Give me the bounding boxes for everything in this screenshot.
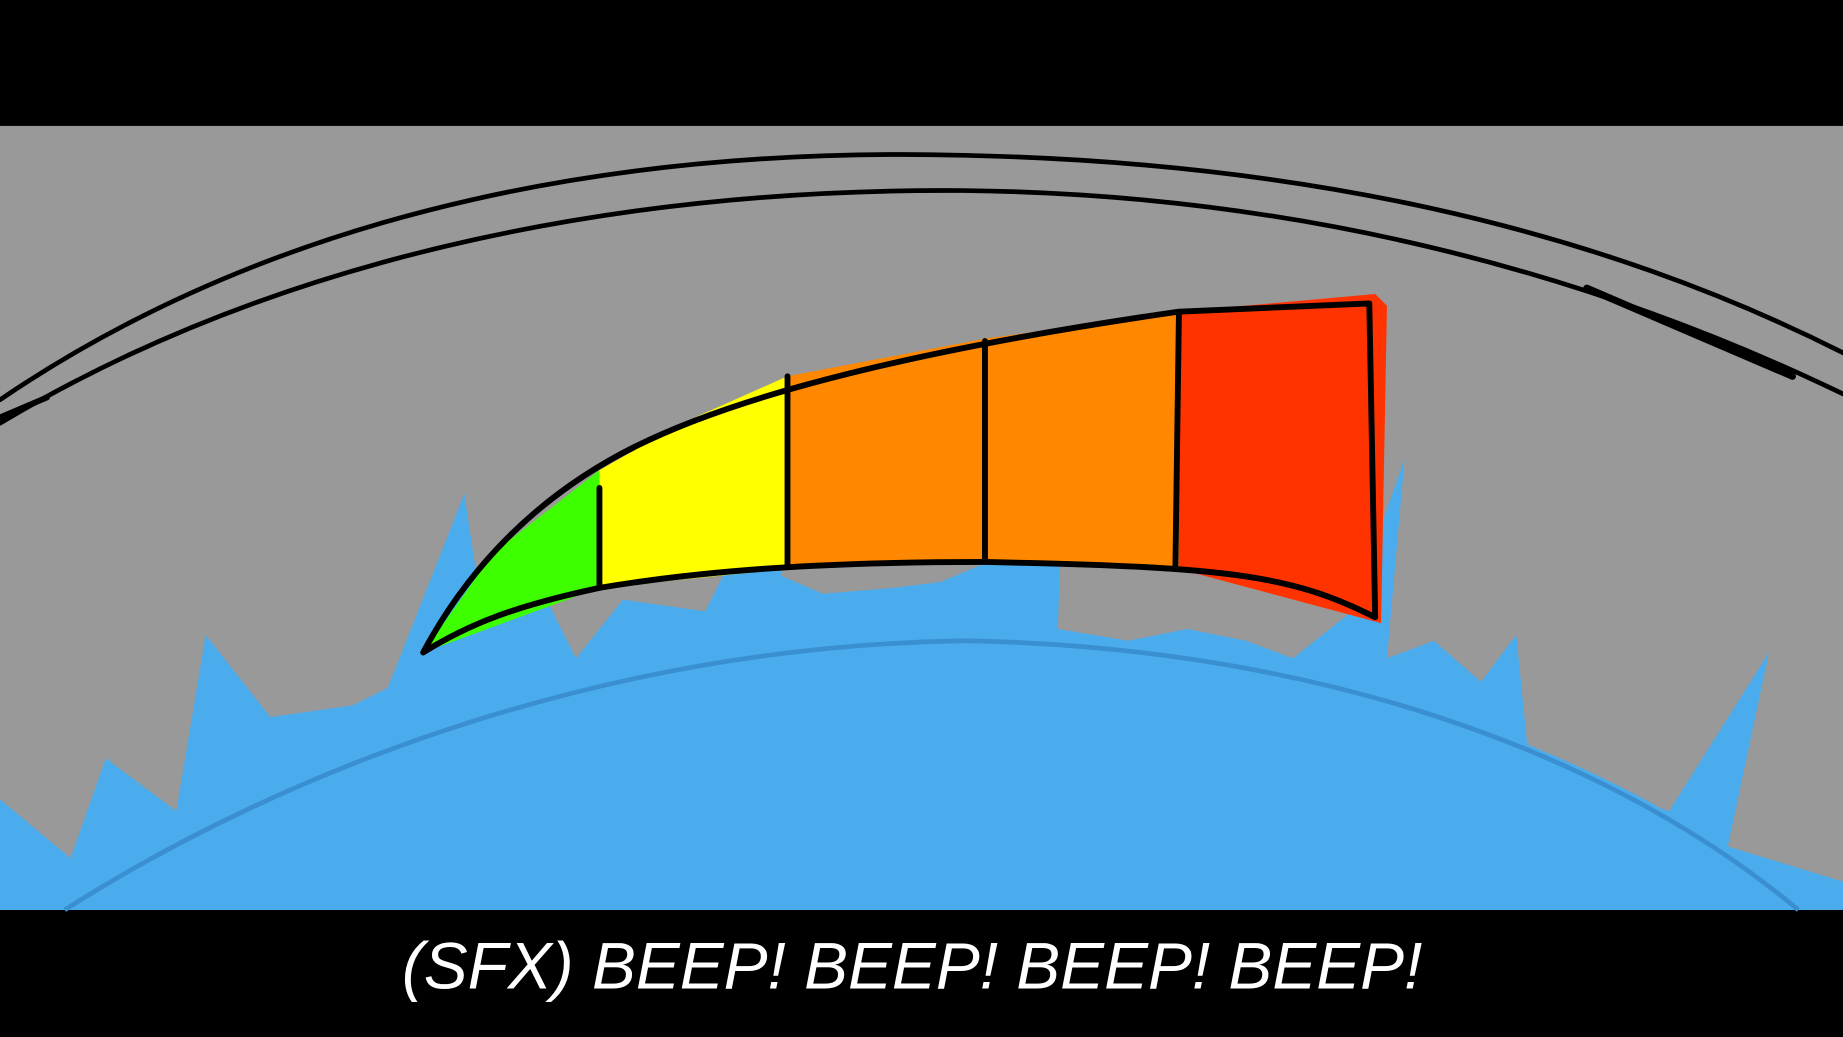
planet-rim [63, 638, 1800, 912]
outer-arcs [0, 152, 1843, 426]
gauge-orange [787, 338, 985, 570]
gauge-green [423, 470, 600, 653]
gauge [423, 294, 1387, 653]
gauge-outline [420, 300, 1379, 656]
gauge-orange [984, 311, 1179, 570]
gauge-yellow [599, 376, 788, 588]
gauge-red [1178, 294, 1387, 624]
caption: (SFX) BEEP! BEEP! BEEP! BEEP! [402, 928, 1422, 1002]
